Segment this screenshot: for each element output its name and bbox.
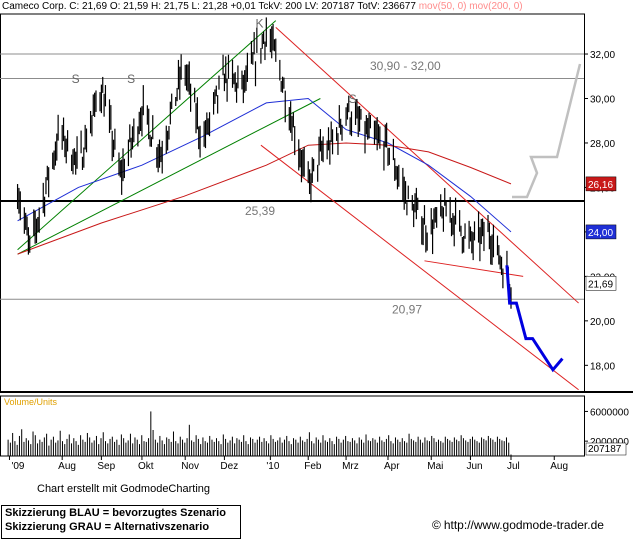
- x-tick-label: Mrz: [342, 461, 359, 472]
- pattern-mark: S: [127, 72, 135, 86]
- y-tick-label: 20,00: [590, 317, 615, 328]
- copyright-icon: ©: [432, 518, 441, 532]
- ma200-label: mov(200, 0): [469, 1, 523, 12]
- x-tick-label: Aug: [550, 461, 568, 472]
- x-tick-label: Jul: [507, 461, 520, 472]
- volume-tick-label: 2000000: [590, 437, 629, 448]
- website-link[interactable]: © http://www.godmode-trader.de: [432, 518, 604, 532]
- ma50-price-label: 24,00: [588, 228, 613, 239]
- ma200-price-box: [585, 176, 617, 192]
- channel-lower-line: [260, 144, 579, 391]
- y-tick-label: 28,00: [590, 139, 615, 150]
- x-tick-label: Dez: [220, 461, 238, 472]
- x-tick-label: Jun: [466, 461, 482, 472]
- preferred-scenario-path: [505, 265, 564, 373]
- triangle-lower-line: [17, 98, 321, 255]
- x-tick-label: Nov: [181, 461, 199, 472]
- triangle-upper-line: [17, 20, 277, 251]
- y-tick-label: 30,00: [590, 94, 615, 105]
- legend-grey-text: Skizzierung GRAU = Alternativszenario: [5, 521, 210, 533]
- pattern-mark: S: [349, 92, 357, 106]
- x-tick-label: '10: [266, 461, 279, 472]
- scenario-legend: Skizzierung BLAU = bevorzugtes Szenario …: [1, 505, 241, 539]
- symbol-name: Cameco Corp.: [2, 1, 67, 12]
- volume-title: Volume/Units: [4, 397, 58, 407]
- level-label: 25,39: [245, 204, 275, 218]
- ma50-label: mov(50, 0): [418, 1, 467, 12]
- x-tick-label: Aug: [58, 461, 76, 472]
- x-tick-label: Okt: [138, 461, 154, 472]
- x-tick-label: '09: [11, 461, 24, 472]
- legend-blue-text: Skizzierung BLAU = bevorzugtes Szenario: [5, 507, 226, 519]
- ma50-price-box: [585, 224, 617, 240]
- volume-last-box: [585, 442, 627, 456]
- level-label: 30,90 - 32,00: [370, 59, 441, 73]
- x-tick-label: Mai: [427, 461, 443, 472]
- x-tick-label: Feb: [304, 461, 322, 472]
- x-tick-label: Sep: [97, 461, 115, 472]
- volume-pane-frame: [0, 395, 585, 457]
- level-label: 20,97: [392, 302, 422, 316]
- close-price-label: 21,69: [588, 279, 613, 290]
- price-pane: 30,90 - 32,00 25,39 20,97 S S K S: [16, 16, 582, 391]
- chart-header: Cameco Corp. C: 21,69 O: 21,59 H: 21,75 …: [2, 1, 523, 12]
- x-tick-label: Apr: [384, 461, 400, 472]
- close-price-box: [585, 276, 617, 291]
- price-grid: [0, 13, 633, 393]
- axes: 18,0020,0022,0024,0026,0028,0030,0032,00…: [8, 50, 629, 472]
- quote-line: C: 21,69 O: 21,59 H: 21,75 L: 21,28 +0,0…: [69, 1, 416, 12]
- y-tick-label: 18,00: [590, 361, 615, 372]
- ma200-price-label: 26,16: [588, 180, 613, 191]
- url-text: http://www.godmode-trader.de: [443, 518, 604, 532]
- price-pane-frame: [0, 13, 585, 393]
- volume-last-label: 207187: [588, 444, 622, 455]
- pattern-mark: S: [72, 72, 80, 86]
- volume-pane: Volume/Units: [0, 395, 585, 457]
- chart-credit: Chart erstellt mit GodmodeCharting: [37, 483, 211, 495]
- y-tick-label: 32,00: [590, 50, 615, 61]
- pattern-mark: K: [256, 16, 264, 30]
- volume-tick-label: 6000000: [590, 407, 629, 418]
- channel-upper-line: [275, 26, 579, 304]
- alternative-scenario-path: [512, 63, 582, 199]
